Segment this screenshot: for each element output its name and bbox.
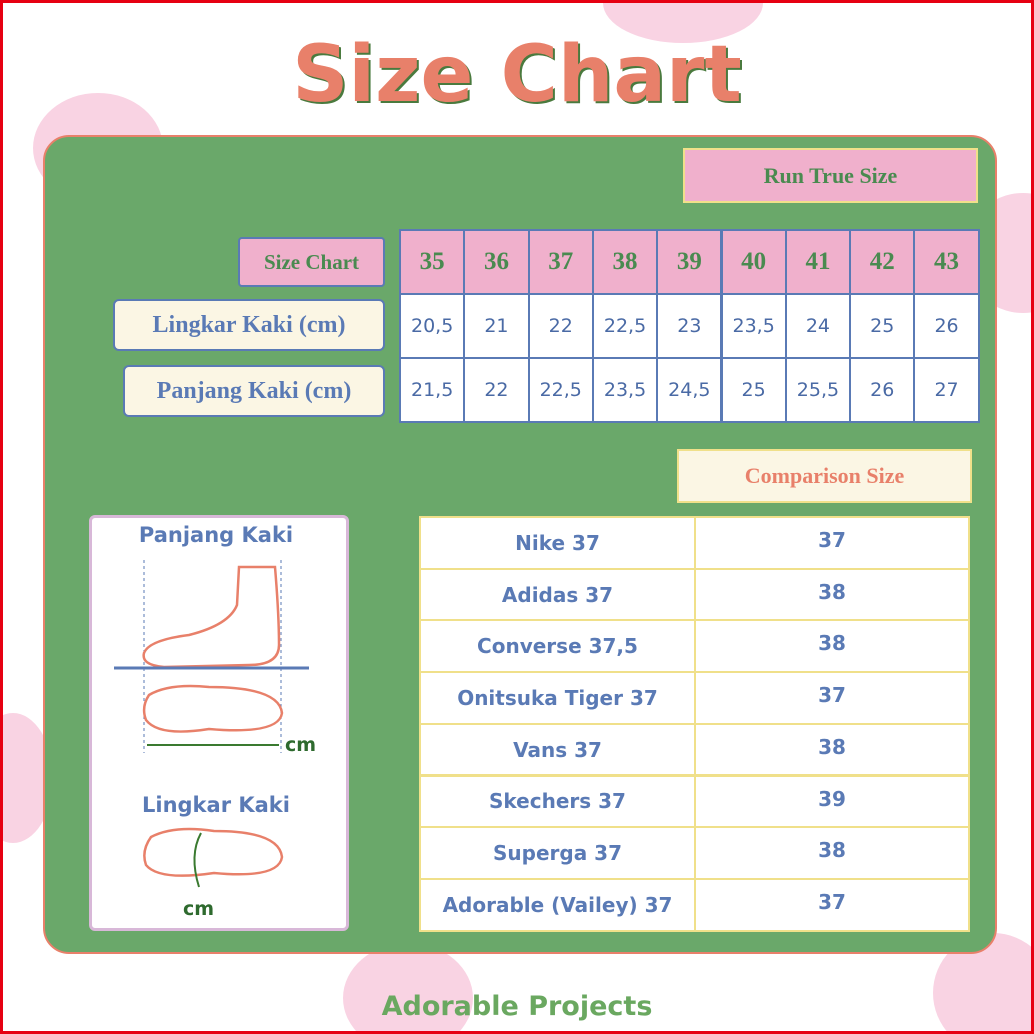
value-cell: 24 <box>784 293 852 359</box>
brand-cell: Superga 37 <box>419 826 696 880</box>
size-cell: 42 <box>849 229 916 295</box>
value-cell: 23,5 <box>720 293 787 359</box>
size-cell: 35 <box>399 229 466 295</box>
size-cell: 37 <box>527 229 594 295</box>
size-cell: 43 <box>913 229 980 295</box>
value-cell: 23 <box>656 293 723 359</box>
value-cell: 27 <box>913 357 980 423</box>
brand-cell: Converse 37,5 <box>419 619 696 674</box>
row-label: Panjang Kaki (cm) <box>123 365 385 417</box>
size-cell: 38 <box>694 722 970 777</box>
size-cell: 38 <box>694 826 970 880</box>
value-cell: 25,5 <box>784 357 852 423</box>
foot-guide: Panjang Kaki cm Lingkar Kaki cm <box>114 523 316 920</box>
guide-title: Panjang Kaki <box>139 523 293 547</box>
value-cell: 26 <box>913 293 980 359</box>
cloud <box>343 943 473 1031</box>
size-cell: 37 <box>694 671 970 725</box>
foot-top <box>142 684 284 733</box>
unit: cm <box>183 898 214 920</box>
size-cell: 40 <box>720 229 787 295</box>
value-cell: 20,5 <box>399 293 466 359</box>
badge: Comparison Size <box>677 449 972 503</box>
guide-card <box>89 515 349 931</box>
value-cell: 21,5 <box>399 357 466 423</box>
value-cell: 24,5 <box>656 357 723 423</box>
brand-cell: Vans 37 <box>419 722 696 777</box>
value-cell: 22,5 <box>591 293 659 359</box>
size-cell: 39 <box>694 774 970 829</box>
row-label: Lingkar Kaki (cm) <box>113 299 385 351</box>
size-cell: 41 <box>784 229 852 295</box>
value-cell: 25 <box>720 357 787 423</box>
brand-cell: Adorable (Vailey) 37 <box>419 877 696 932</box>
value-cell: 26 <box>849 357 916 423</box>
size-cell: 38 <box>591 229 659 295</box>
title: Size Chart <box>292 30 742 120</box>
brand-cell: Onitsuka Tiger 37 <box>419 671 696 725</box>
value-cell: 25 <box>849 293 916 359</box>
size-cell: 37 <box>694 516 970 570</box>
size-cell: 39 <box>656 229 723 295</box>
badge: Run True Size <box>683 148 978 203</box>
brand-cell: Skechers 37 <box>419 774 696 829</box>
value-cell: 22,5 <box>527 357 594 423</box>
value-cell: 21 <box>463 293 530 359</box>
foot-top <box>143 827 284 877</box>
foot-side <box>142 565 281 669</box>
size-cell: 37 <box>694 877 970 932</box>
measure-arrow <box>193 832 202 888</box>
footer: Adorable Projects <box>381 990 653 1022</box>
value-cell: 22 <box>463 357 530 423</box>
unit: cm <box>285 734 316 756</box>
guide-title: Lingkar Kaki <box>142 793 290 817</box>
size-cell: 38 <box>694 567 970 622</box>
header-label: Size Chart <box>238 237 385 287</box>
size-cell: 38 <box>694 619 970 674</box>
value-cell: 23,5 <box>591 357 659 423</box>
size-cell: 36 <box>463 229 530 295</box>
brand-cell: Nike 37 <box>419 516 696 570</box>
value-cell: 22 <box>527 293 594 359</box>
brand-cell: Adidas 37 <box>419 567 696 622</box>
